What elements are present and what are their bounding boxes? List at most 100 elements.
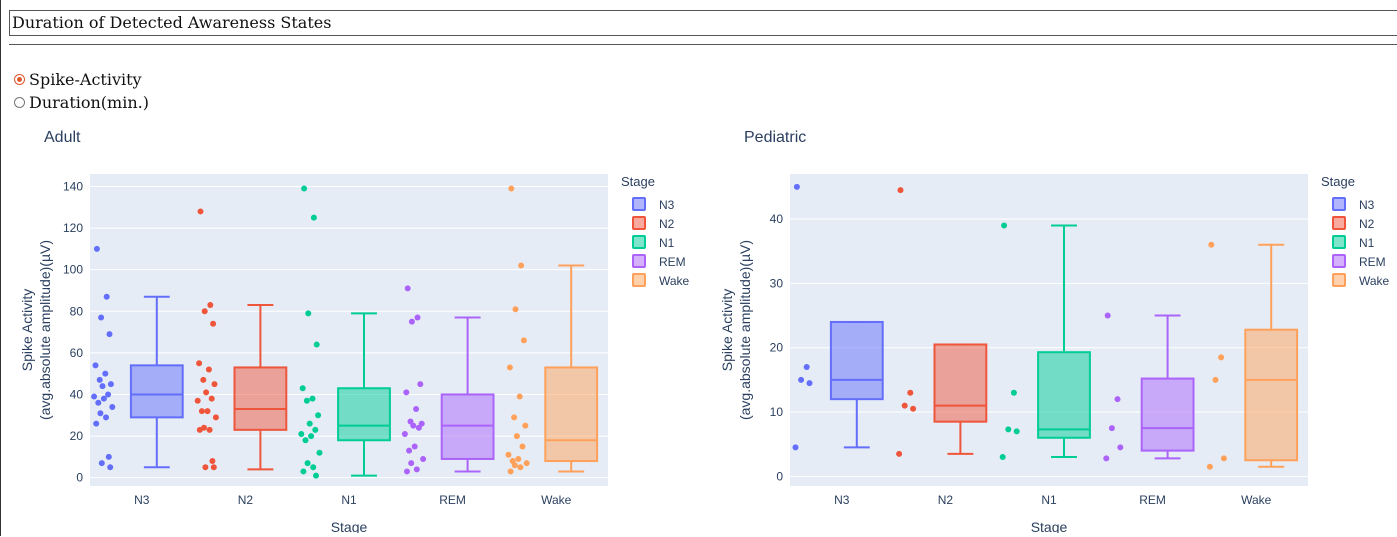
legend-label: Wake bbox=[659, 274, 690, 288]
data-point bbox=[896, 450, 903, 457]
x-axis-title: Stage bbox=[331, 519, 368, 533]
data-point bbox=[1104, 312, 1111, 319]
data-point bbox=[95, 399, 102, 406]
data-point bbox=[203, 389, 210, 396]
radio-label[interactable]: Spike-Activity bbox=[29, 70, 142, 89]
data-point bbox=[1212, 376, 1219, 383]
legend-swatch bbox=[1332, 254, 1346, 268]
legend-swatch bbox=[1332, 235, 1346, 249]
data-point bbox=[404, 468, 410, 475]
box-rem bbox=[1103, 312, 1195, 462]
y-tick-label: 10 bbox=[770, 405, 784, 419]
radio-option-duration[interactable]: Duration(min.) bbox=[14, 91, 149, 114]
box-iqr bbox=[440, 393, 495, 460]
legend-swatch bbox=[632, 197, 646, 211]
y-tick-label: 30 bbox=[770, 276, 784, 290]
data-point bbox=[1208, 241, 1215, 248]
box-wake bbox=[1206, 241, 1299, 470]
box-wake bbox=[505, 185, 599, 475]
y-tick-label: 0 bbox=[76, 471, 83, 485]
data-point bbox=[513, 433, 520, 440]
data-point bbox=[107, 464, 114, 471]
x-tick-label: Wake bbox=[541, 493, 572, 507]
data-point bbox=[907, 389, 914, 396]
radio-checked-icon[interactable] bbox=[14, 74, 25, 85]
y-tick-label: 0 bbox=[776, 469, 783, 483]
x-tick-label: N1 bbox=[341, 493, 357, 507]
y-axis-title: Spike Activity (avg.absolute amplitude)(µ… bbox=[19, 240, 53, 420]
data-point bbox=[1005, 426, 1012, 433]
data-point bbox=[197, 208, 204, 215]
data-point bbox=[106, 331, 113, 338]
data-point bbox=[515, 455, 522, 462]
data-point bbox=[999, 454, 1006, 461]
x-tick-label: REM bbox=[1139, 493, 1166, 507]
data-point bbox=[107, 381, 114, 388]
y-axis-title-line: Spike Activity bbox=[19, 289, 35, 371]
legend-label: N3 bbox=[659, 198, 675, 212]
data-point bbox=[506, 364, 513, 371]
data-point bbox=[408, 318, 415, 325]
y-axis-title-line: Spike Activity bbox=[719, 289, 735, 371]
data-point bbox=[413, 406, 420, 413]
metric-radio-group: Spike-Activity Duration(min.) bbox=[14, 68, 149, 114]
data-point bbox=[312, 426, 319, 433]
legend-label: REM bbox=[1359, 255, 1386, 269]
box-iqr bbox=[933, 343, 988, 423]
y-tick-label: 60 bbox=[70, 346, 84, 360]
data-point bbox=[523, 460, 530, 467]
data-point bbox=[516, 393, 523, 400]
data-point bbox=[1013, 428, 1020, 435]
box-iqr bbox=[1037, 351, 1091, 439]
data-point bbox=[210, 320, 217, 327]
y-tick-label: 20 bbox=[770, 341, 784, 355]
data-point bbox=[511, 414, 518, 421]
data-point bbox=[798, 376, 805, 383]
data-point bbox=[109, 403, 116, 410]
legend-swatch bbox=[1332, 216, 1346, 230]
data-point bbox=[411, 443, 418, 450]
data-point bbox=[1103, 455, 1110, 462]
x-tick-label: N2 bbox=[938, 493, 954, 507]
data-point bbox=[304, 460, 311, 467]
x-axis-title: Stage bbox=[1031, 519, 1068, 533]
legend-swatch bbox=[1332, 197, 1346, 211]
data-point bbox=[92, 362, 99, 369]
data-point bbox=[210, 464, 217, 471]
data-point bbox=[313, 472, 319, 479]
box-iqr bbox=[129, 364, 184, 419]
data-point bbox=[196, 426, 203, 433]
legend-swatch bbox=[632, 254, 646, 268]
y-tick-label: 120 bbox=[63, 221, 83, 235]
legend-label: N3 bbox=[1359, 198, 1375, 212]
box-iqr bbox=[544, 366, 599, 463]
y-tick-label: 40 bbox=[770, 212, 784, 226]
data-point bbox=[522, 422, 529, 429]
radio-option-spike-activity[interactable]: Spike-Activity bbox=[14, 68, 149, 91]
data-point bbox=[299, 385, 306, 392]
divider bbox=[9, 44, 1397, 45]
data-point bbox=[410, 422, 417, 429]
pediatric-box-chart: Pediatric 0 10 20 30 40 N3 N2 N1 REM Wake Stage Spik… bbox=[719, 129, 1390, 533]
data-point bbox=[413, 466, 420, 473]
data-point bbox=[212, 414, 219, 421]
data-point bbox=[415, 424, 422, 431]
y-tick-label: 80 bbox=[70, 304, 84, 318]
y-tick-label: 100 bbox=[63, 263, 83, 277]
data-point bbox=[103, 414, 109, 421]
page-title: Duration of Detected Awareness States bbox=[9, 10, 1397, 36]
data-point bbox=[93, 245, 100, 252]
x-tick-label: N3 bbox=[134, 493, 150, 507]
y-tick-label: 40 bbox=[70, 387, 84, 401]
data-point bbox=[93, 420, 100, 427]
x-tick-label: Wake bbox=[1241, 493, 1272, 507]
data-point bbox=[1117, 444, 1124, 451]
y-axis-title: Spike Activity (avg.absolute amplitude)(µ… bbox=[719, 240, 753, 420]
data-point bbox=[202, 464, 209, 471]
x-tick-label: N1 bbox=[1041, 493, 1057, 507]
radio-label[interactable]: Duration(min.) bbox=[29, 93, 149, 112]
radio-unchecked-icon[interactable] bbox=[14, 97, 25, 108]
data-point bbox=[97, 410, 104, 417]
box-n2 bbox=[194, 208, 288, 471]
data-point bbox=[1218, 354, 1225, 361]
